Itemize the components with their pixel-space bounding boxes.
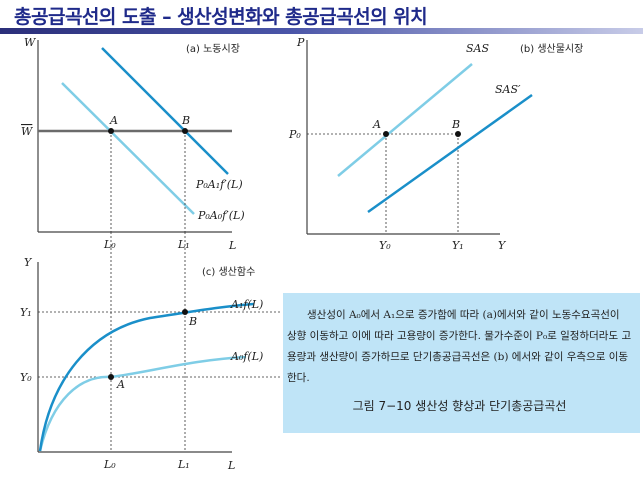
- panel-c-point-b-label: B: [188, 315, 197, 328]
- panel-b-goods-market: P Y (b) 생산물시장 A B P₀ SAS SAS′ Y₀ Y₁: [288, 36, 583, 252]
- panel-c-point-a: [108, 374, 114, 380]
- panel-c-x-tick-l1: L₁: [177, 458, 190, 471]
- panel-a-point-a-label: A: [109, 114, 118, 127]
- panel-c-title: (c) 생산함수: [202, 266, 255, 278]
- panel-a-wage-label: W: [21, 125, 34, 138]
- panel-b-curve-sas-prime-label: SAS′: [495, 83, 521, 96]
- panel-c-point-b: [182, 309, 188, 315]
- slide-title: 총공급곡선의 도출 – 생산성변화와 총공급곡선의 위치: [14, 6, 428, 28]
- panel-b-point-a-label: A: [372, 118, 381, 131]
- panel-a-curve-old-label: P₀A₀f′(L): [197, 209, 245, 222]
- panel-c-curve-new: [38, 302, 255, 452]
- panel-c-x-axis-label: L: [227, 459, 235, 472]
- panel-a-x-tick-l1: L₁: [177, 238, 190, 251]
- panel-b-title: (b) 생산물시장: [520, 43, 583, 55]
- panel-b-curve-sas-label: SAS: [466, 42, 489, 55]
- panel-c-x-tick-l0: L₀: [103, 458, 116, 471]
- panel-b-x-tick-y0: Y₀: [379, 239, 391, 252]
- panel-c-curve-new-label: A₁f(L): [230, 298, 263, 311]
- panel-c-production-function: Y L (c) 생산함수 A B Y₁ Y₀ A₁f(L) A₀f(L) L₀ …: [20, 232, 280, 472]
- panel-a-point-b-label: B: [181, 114, 190, 127]
- panel-c-y-tick-y1: Y₁: [20, 306, 32, 319]
- panel-a-curve-new: [101, 47, 229, 175]
- panel-b-price-label: P₀: [288, 128, 301, 141]
- figure-caption: 그림 7−10 생산성 향상과 단기총공급곡선: [352, 399, 567, 413]
- panel-b-y-axis-label: P: [296, 36, 305, 49]
- panel-b-curve-sas: [337, 63, 473, 177]
- panel-b-x-axis-label: Y: [498, 239, 507, 252]
- panel-a-title: (a) 노동시장: [186, 43, 240, 55]
- panel-a-point-a: [108, 128, 114, 134]
- panel-a-point-b: [182, 128, 188, 134]
- panel-a-x-tick-l0: L₀: [103, 238, 116, 251]
- panel-b-curve-sas-prime: [367, 93, 533, 214]
- panel-b-x-tick-y1: Y₁: [452, 239, 464, 252]
- panel-b-point-b-label: B: [451, 118, 460, 131]
- caption-body: 생산성이 A₀에서 A₁으로 증가함에 따라 (a)에서와 같이 노동수요곡선이…: [287, 309, 632, 384]
- panel-a-curve-old: [61, 82, 195, 215]
- panel-a-labor-market: W L (a) 노동시장 W A B P₀A₁f′(L) P₀A₀f′(L) L…: [21, 36, 245, 252]
- caption-box: 생산성이 A₀에서 A₁으로 증가함에 따라 (a)에서와 같이 노동수요곡선이…: [283, 293, 640, 433]
- panel-a-curve-new-label: P₀A₁f′(L): [195, 178, 243, 191]
- panel-c-curve-old-label: A₀f(L): [230, 350, 263, 363]
- title-rule: [0, 28, 643, 34]
- panel-c-point-a-label: A: [116, 378, 125, 391]
- panel-b-point-b: [455, 131, 461, 137]
- panel-a-x-axis-label: L: [228, 239, 236, 252]
- panel-a-y-axis-label: W: [24, 36, 37, 49]
- panel-b-point-a: [383, 131, 389, 137]
- panel-c-y-tick-y0: Y₀: [20, 371, 32, 384]
- panel-c-y-axis-label: Y: [24, 256, 33, 269]
